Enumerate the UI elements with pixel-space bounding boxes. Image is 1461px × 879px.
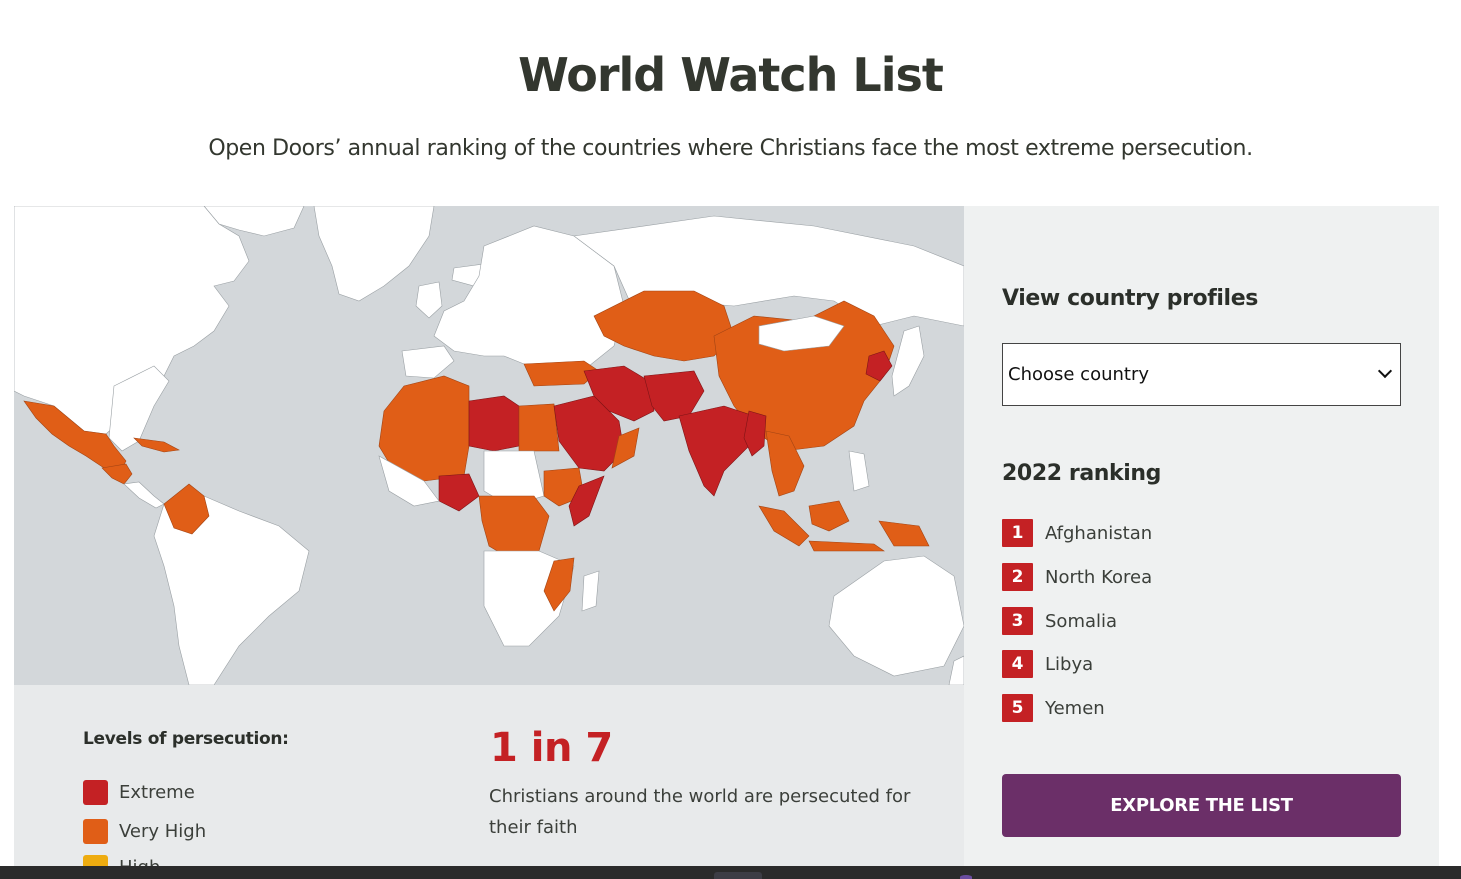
ranking-item[interactable]: 5 Yemen [1002, 694, 1105, 722]
rank-country: North Korea [1045, 566, 1153, 588]
rank-badge: 2 [1002, 563, 1033, 591]
map-papua[interactable] [878, 520, 930, 547]
map-somalia[interactable] [568, 475, 605, 527]
map-indonesia-west[interactable] [758, 505, 810, 547]
map-usa-east[interactable] [108, 365, 170, 452]
legend-panel: Levels of persecution: Extreme Very High… [14, 685, 964, 879]
rank-country: Afghanistan [1045, 522, 1153, 544]
map-nigeria[interactable] [438, 473, 480, 512]
map-iberia[interactable] [401, 345, 455, 379]
map-greenland[interactable] [313, 206, 435, 302]
page-subtitle: Open Doors’ annual ranking of the countr… [208, 136, 1253, 161]
taskbar-app-icon[interactable] [960, 875, 972, 879]
ranking-item[interactable]: 1 Afghanistan [1002, 519, 1152, 547]
map-madagascar[interactable] [581, 570, 600, 612]
map-australia[interactable] [828, 555, 964, 677]
map-borneo[interactable] [808, 500, 850, 532]
taskbar-app-icon[interactable] [714, 872, 762, 879]
rank-badge: 1 [1002, 519, 1033, 547]
ranking-item[interactable]: 2 North Korea [1002, 563, 1152, 591]
map-mozambique[interactable] [543, 557, 575, 612]
map-oman[interactable] [611, 427, 640, 469]
map-central-asia[interactable] [593, 290, 735, 362]
map-southeast-asia[interactable] [765, 430, 805, 497]
sidebar: View country profiles Choose country 202… [964, 206, 1439, 879]
map-south-america[interactable] [153, 495, 310, 685]
rank-badge: 4 [1002, 650, 1033, 678]
taskbar-strip [0, 866, 1461, 879]
legend-label: Extreme [119, 782, 195, 803]
map-egypt[interactable] [518, 403, 560, 452]
map-libya[interactable] [468, 395, 520, 452]
ranking-item[interactable]: 4 Libya [1002, 650, 1093, 678]
map-central-america[interactable] [101, 463, 133, 485]
legend-swatch-very-high [83, 819, 108, 844]
map-north-korea[interactable] [865, 350, 893, 382]
ranking-heading: 2022 ranking [1002, 461, 1162, 486]
rank-country: Yemen [1045, 697, 1105, 719]
map-indonesia-east[interactable] [808, 540, 885, 552]
map-colombia[interactable] [163, 483, 210, 535]
chevron-down-icon [1377, 363, 1393, 379]
map-cuba[interactable] [133, 437, 180, 453]
stat-figure: 1 in 7 [490, 725, 613, 771]
map-iran[interactable] [583, 365, 655, 422]
explore-list-button[interactable]: EXPLORE THE LIST [1002, 774, 1401, 837]
ranking-item[interactable]: 3 Somalia [1002, 607, 1117, 635]
map-mongolia[interactable] [758, 315, 845, 352]
map-west-africa[interactable] [378, 455, 440, 507]
legend-swatch-extreme [83, 780, 108, 805]
legend-item-very-high: Very High [83, 819, 206, 844]
world-map[interactable] [14, 206, 964, 685]
map-japan[interactable] [891, 325, 925, 397]
stat-text: Christians around the world are persecut… [489, 786, 911, 838]
country-select[interactable]: Choose country [1002, 343, 1401, 406]
rank-country: Libya [1045, 653, 1094, 675]
country-select-value: Choose country [1008, 364, 1150, 385]
country-profiles-heading: View country profiles [1002, 286, 1258, 311]
map-philippines[interactable] [848, 450, 870, 492]
map-uk[interactable] [415, 281, 443, 319]
map-new-zealand[interactable] [948, 655, 964, 685]
rank-badge: 5 [1002, 694, 1033, 722]
map-india[interactable] [678, 405, 755, 497]
map-north-africa[interactable] [378, 375, 470, 482]
page-title: World Watch List [518, 48, 944, 102]
legend-item-extreme: Extreme [83, 780, 195, 805]
map-myanmar[interactable] [743, 410, 767, 457]
legend-title: Levels of persecution: [83, 729, 289, 749]
rank-badge: 3 [1002, 607, 1033, 635]
legend-label: Very High [119, 821, 207, 842]
world-map-svg[interactable] [14, 206, 964, 685]
rank-country: Somalia [1045, 610, 1118, 632]
